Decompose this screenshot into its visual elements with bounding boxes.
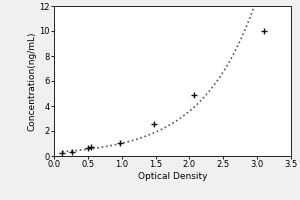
- Y-axis label: Concentration(ng/mL): Concentration(ng/mL): [28, 31, 37, 131]
- X-axis label: Optical Density: Optical Density: [138, 172, 207, 181]
